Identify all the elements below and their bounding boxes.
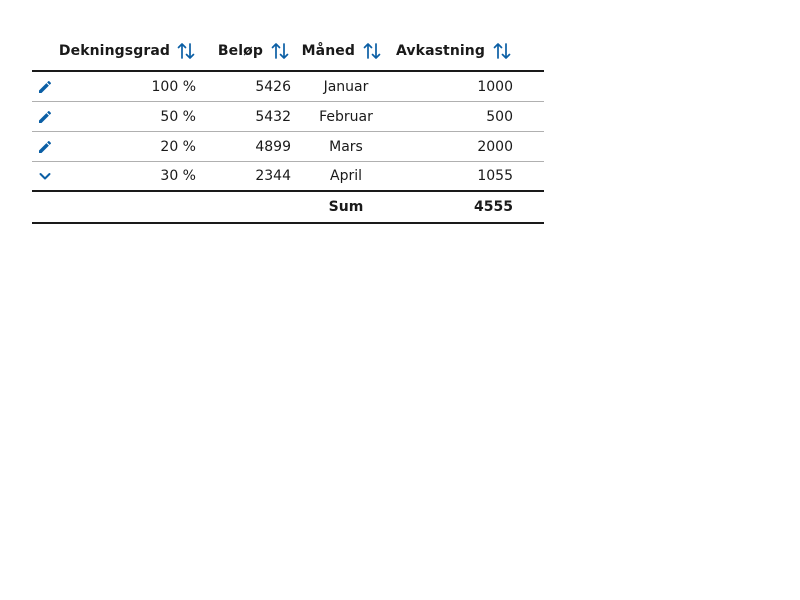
cell-maned: April	[330, 168, 362, 184]
cell-belop: 2344	[255, 168, 291, 184]
cell-avkastning: 1055	[477, 168, 513, 184]
cell-dekningsgrad: 30 %	[160, 168, 196, 184]
table-footer-row: Sum 4555	[32, 192, 544, 224]
cell-dekningsgrad: 50 %	[160, 108, 196, 125]
column-header-belop[interactable]: Beløp	[196, 40, 291, 62]
row-action-cell	[32, 108, 66, 126]
table-row: 30 % 2344 April 1055	[32, 162, 544, 192]
column-header-avkastning[interactable]: Avkastning	[391, 40, 529, 62]
sort-arrows-icon[interactable]	[269, 40, 291, 62]
cell-avkastning: 2000	[477, 138, 513, 155]
cell-belop: 4899	[255, 138, 291, 155]
row-action-cell	[32, 138, 66, 156]
cell-avkastning: 1000	[477, 78, 513, 95]
sum-value: 4555	[474, 199, 513, 215]
cell-avkastning: 500	[486, 108, 513, 125]
cell-dekningsgrad: 100 %	[151, 78, 196, 95]
column-header-dekningsgrad[interactable]: Dekningsgrad	[59, 40, 196, 62]
sum-label: Sum	[328, 199, 364, 215]
table-row: 100 % 5426 Januar 1000	[32, 72, 544, 102]
cell-maned: Mars	[329, 138, 363, 155]
data-table: Dekningsgrad Beløp Måned Avkastning	[32, 32, 544, 224]
sort-arrows-icon[interactable]	[176, 40, 196, 62]
cell-dekningsgrad: 20 %	[160, 138, 196, 155]
cell-belop: 5426	[255, 78, 291, 95]
table-header-row: Dekningsgrad Beløp Måned Avkastning	[32, 32, 544, 72]
column-header-label: Beløp	[217, 43, 263, 59]
row-action-cell	[32, 78, 66, 96]
table-row: 50 % 5432 Februar 500	[32, 102, 544, 132]
pencil-icon[interactable]	[36, 78, 54, 96]
table-row: 20 % 4899 Mars 2000	[32, 132, 544, 162]
sort-arrows-icon[interactable]	[361, 40, 383, 62]
cell-maned: Februar	[319, 108, 373, 125]
pencil-icon[interactable]	[36, 108, 54, 126]
column-header-label: Måned	[301, 43, 355, 59]
column-header-label: Dekningsgrad	[58, 43, 170, 59]
row-action-cell	[32, 167, 66, 185]
pencil-icon[interactable]	[36, 138, 54, 156]
cell-belop: 5432	[255, 108, 291, 125]
chevron-down-icon[interactable]	[36, 167, 54, 185]
column-header-maned[interactable]: Måned	[291, 40, 391, 62]
cell-maned: Januar	[323, 78, 369, 95]
column-header-label: Avkastning	[396, 43, 485, 59]
sort-arrows-icon[interactable]	[491, 40, 513, 62]
